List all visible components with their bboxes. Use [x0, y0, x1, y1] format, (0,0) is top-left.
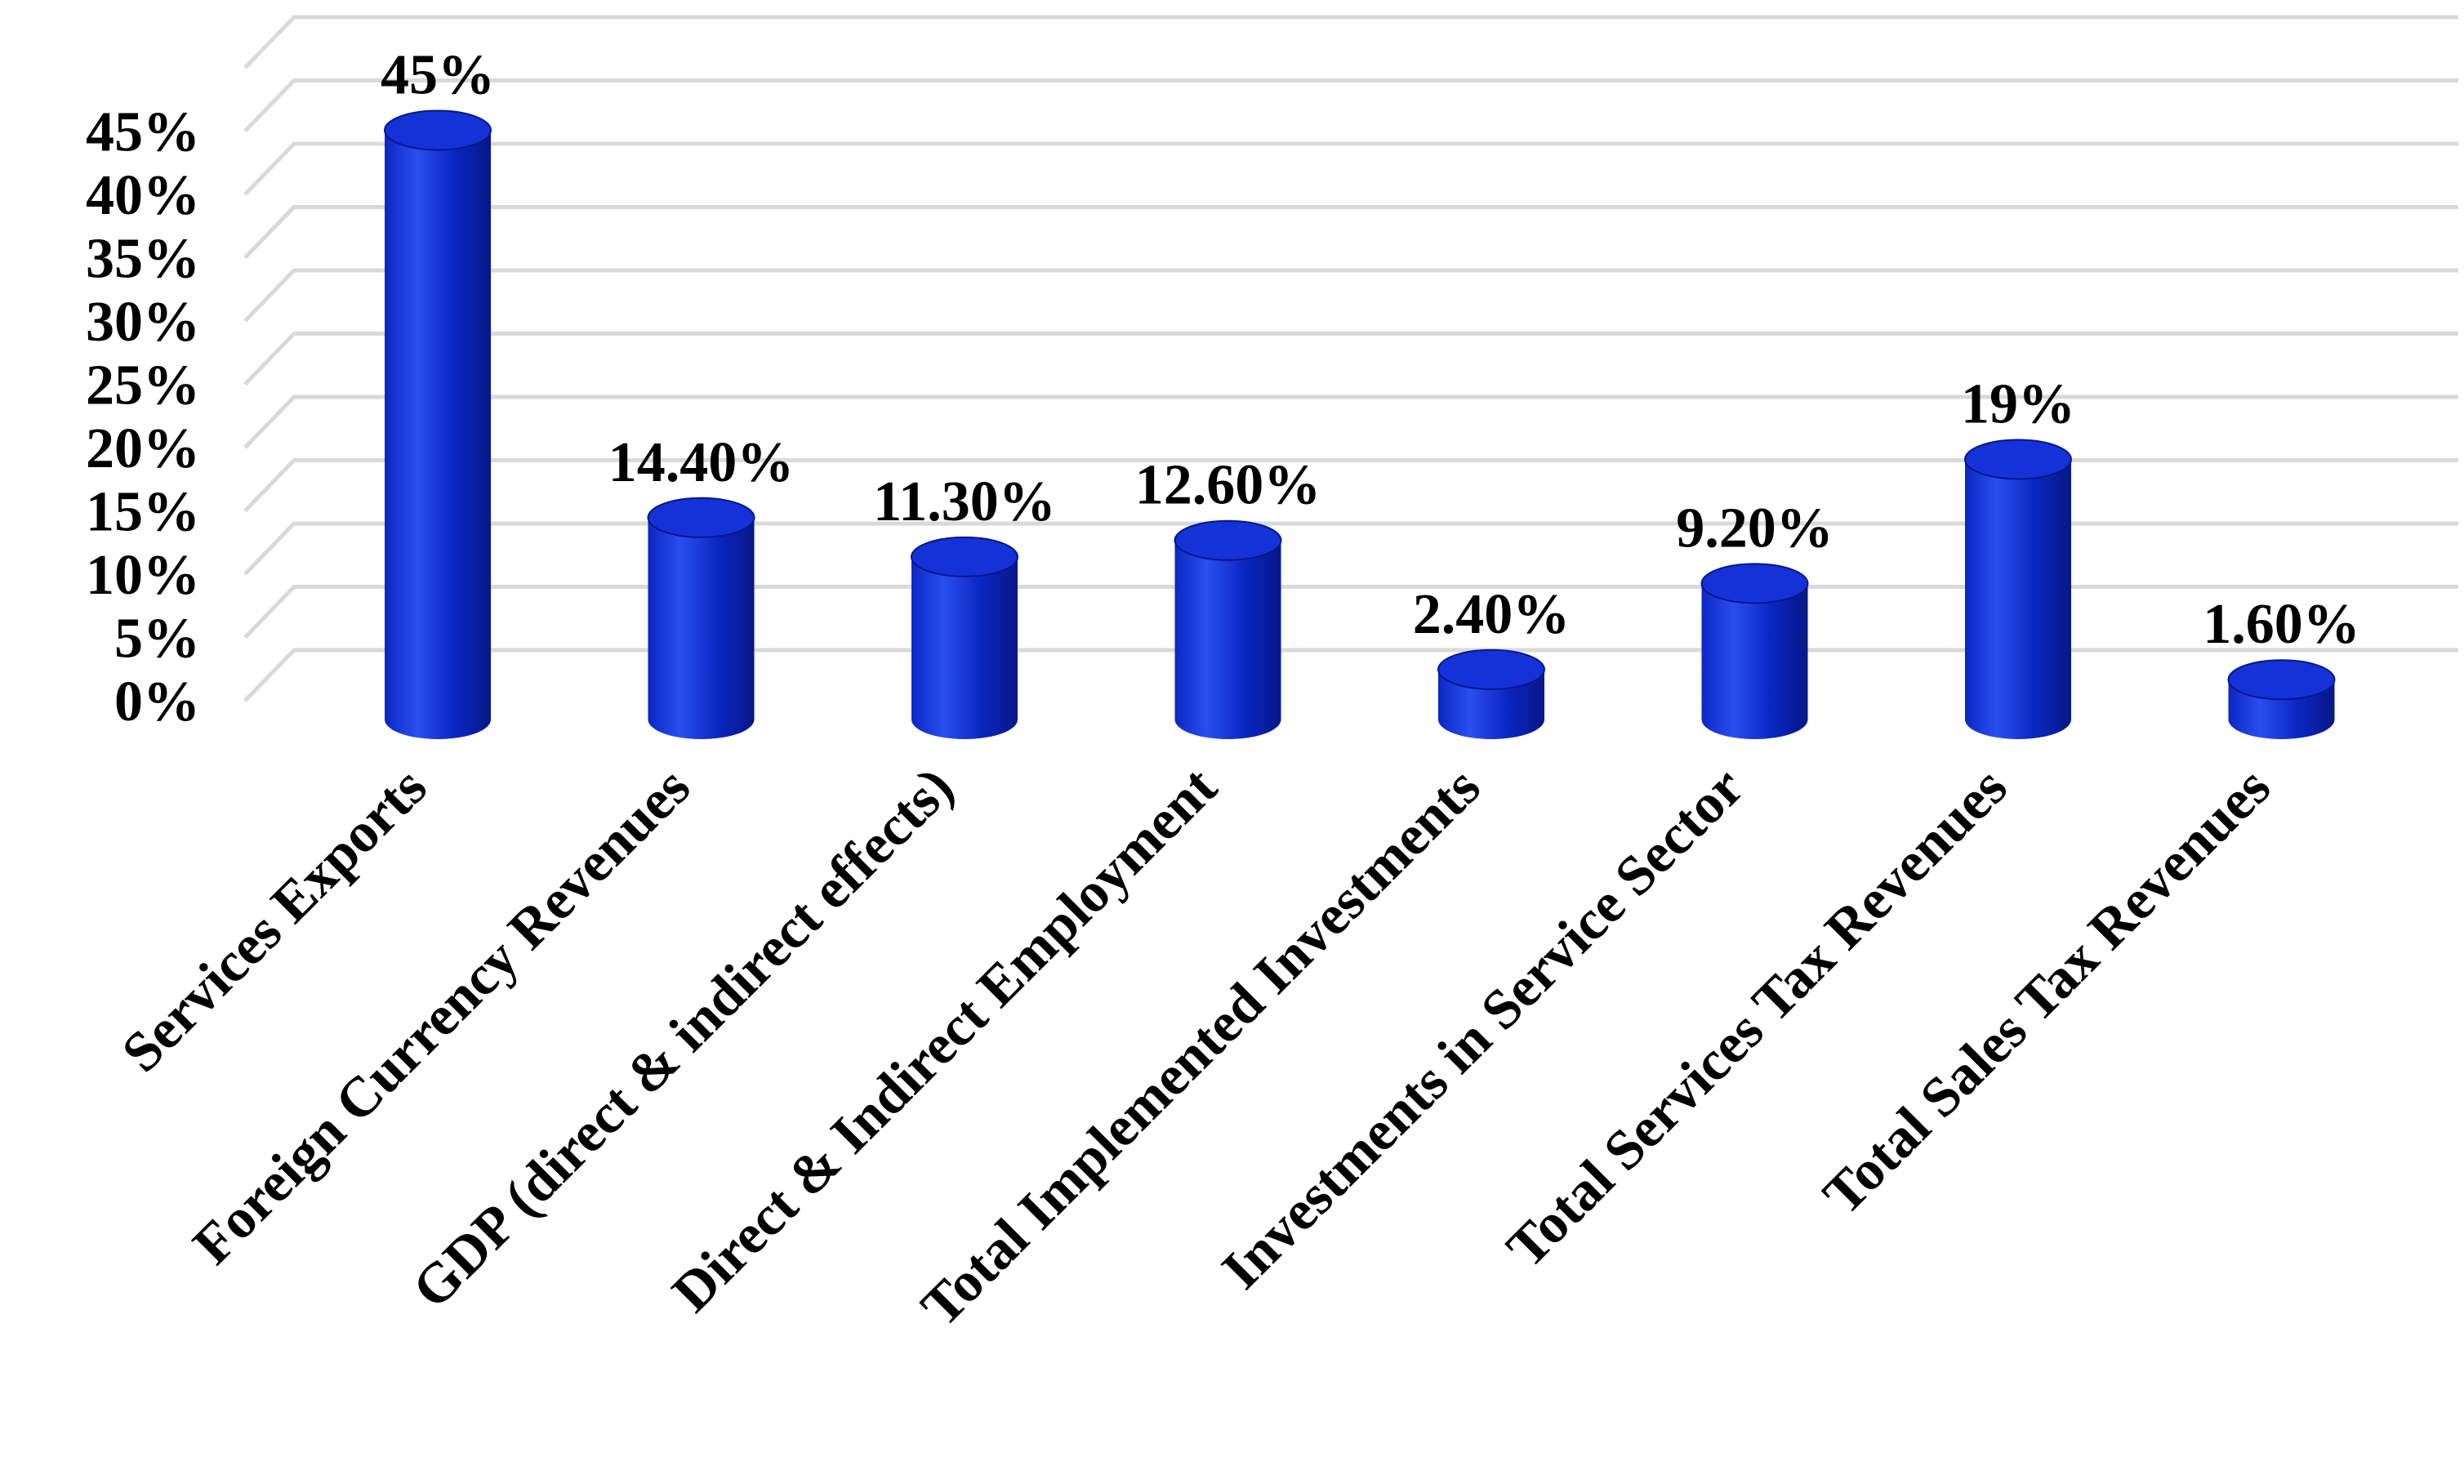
bar-top-cap	[1437, 648, 1545, 690]
y-tick-label: 35%	[86, 228, 200, 291]
y-tick-label: 5%	[114, 608, 200, 671]
bar-body	[1174, 540, 1281, 740]
category-label: Direct & Indirect Employment	[661, 755, 1229, 1324]
data-label: 9.20%	[1676, 497, 1834, 559]
category-label: GDP (direct & indirect effects)	[400, 755, 965, 1320]
gridline-45	[243, 78, 2458, 133]
data-label: 2.40%	[1413, 583, 1571, 646]
category-label: Total Implemented Investments	[909, 755, 1491, 1338]
gridline-0	[243, 648, 2458, 702]
data-labels-layer: 45% 14.40% 11.30% 12.60% 2.40% 9.20% 19% 1.60%	[381, 44, 2360, 657]
bar-3	[1174, 519, 1282, 740]
bar-body	[648, 517, 755, 740]
bar-1	[647, 497, 755, 740]
y-tick-label: 10%	[86, 544, 200, 607]
bar-top-cap	[2227, 659, 2336, 701]
y-tick-label: 15%	[86, 481, 200, 544]
bar-top-cap	[1700, 563, 1809, 604]
bar-0	[384, 109, 492, 739]
y-tick-label: 45%	[86, 101, 200, 164]
bar-2	[911, 536, 1018, 739]
bar-7	[2227, 659, 2336, 740]
data-label: 1.60%	[2203, 593, 2360, 656]
y-tick-label: 40%	[86, 164, 200, 227]
y-tick-label: 25%	[86, 354, 200, 417]
data-label: 45%	[381, 44, 495, 107]
gridline-15	[243, 458, 2458, 513]
gridline-30	[243, 268, 2458, 323]
data-label: 12.60%	[1135, 454, 1321, 517]
bar-body	[911, 556, 1018, 739]
bar-top-cap	[1174, 519, 1282, 561]
y-axis: 0%5%10%15%20%25%30%35%40%45%	[86, 101, 200, 734]
category-label: Total Sales Tax Revenues	[1811, 755, 2283, 1227]
category-label: Investments in Service Sector	[1210, 755, 1756, 1301]
data-label: 14.40%	[608, 431, 795, 494]
gridline-40	[243, 141, 2458, 196]
category-label: Total Services Tax Revenues	[1495, 755, 2019, 1280]
data-label: 11.30%	[873, 470, 1056, 533]
bar-top-cap	[1964, 439, 2072, 480]
bar-5	[1700, 563, 1809, 740]
bar-top-cap	[647, 497, 755, 538]
bar-body	[385, 130, 491, 739]
gridline-10	[243, 521, 2458, 576]
bar-4	[1437, 648, 1545, 739]
bar-6	[1964, 439, 2072, 739]
bars-layer	[384, 109, 2336, 740]
bar-body	[1965, 459, 2071, 739]
y-tick-label: 0%	[114, 671, 200, 733]
gridline-25	[243, 332, 2458, 386]
data-label: 19%	[1961, 373, 2075, 436]
gridline-top	[243, 15, 2458, 69]
bar-top-cap	[384, 109, 492, 151]
y-tick-label: 20%	[86, 417, 200, 480]
y-tick-label: 30%	[86, 291, 200, 354]
gridline-5	[243, 585, 2458, 640]
gridline-20	[243, 394, 2458, 449]
grid-layer	[243, 15, 2458, 702]
bar-top-cap	[911, 536, 1018, 577]
bar-body	[1701, 583, 1808, 740]
gridline-35	[243, 205, 2458, 260]
category-label: Foreign Currency Revenues	[181, 755, 702, 1276]
